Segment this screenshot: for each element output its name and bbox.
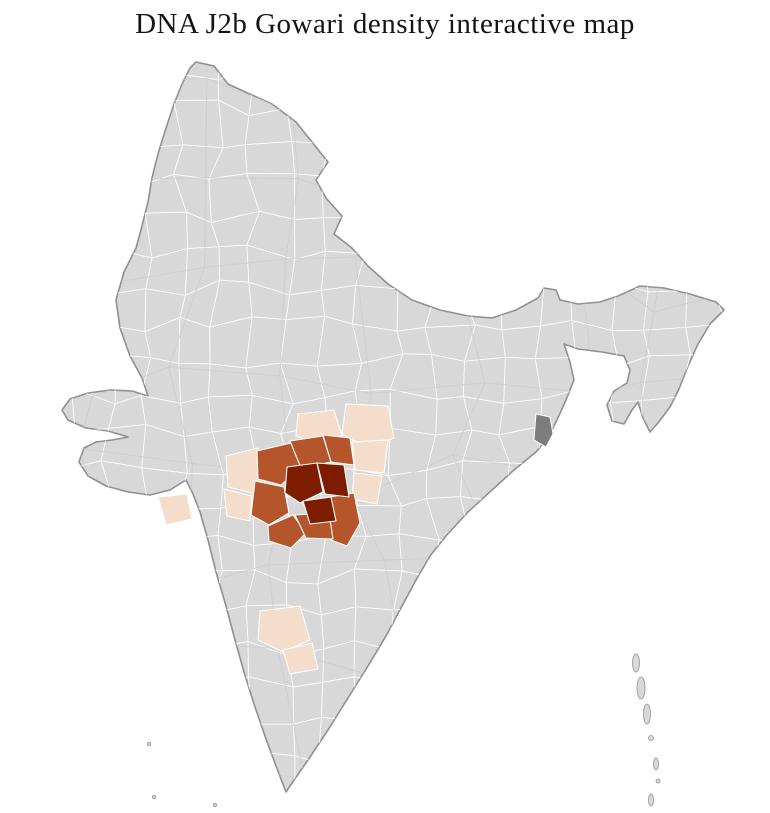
lakshadweep-islands[interactable] <box>146 742 217 808</box>
island[interactable] <box>632 653 640 673</box>
district-low-density[interactable] <box>282 642 319 675</box>
andaman-nicobar-islands[interactable] <box>632 653 661 807</box>
island[interactable] <box>655 778 661 784</box>
district-med-density[interactable] <box>322 434 355 466</box>
island[interactable] <box>636 676 646 700</box>
district-border-line <box>62 171 724 188</box>
state-border-line <box>108 731 724 788</box>
density-districts[interactable] <box>157 403 395 675</box>
district-low-density[interactable] <box>223 488 253 522</box>
district-border-line <box>750 30 764 794</box>
district-high-density[interactable] <box>316 462 350 498</box>
map-title: DNA J2b Gowari density interactive map <box>135 8 635 40</box>
district-border-line <box>62 136 724 153</box>
district-border-line <box>712 62 724 792</box>
state-border-line <box>755 83 770 784</box>
district-low-density[interactable] <box>257 605 311 653</box>
dark-district[interactable] <box>533 413 554 448</box>
district-low-density[interactable] <box>351 472 383 505</box>
island[interactable] <box>653 757 659 771</box>
state-border-line <box>91 366 724 398</box>
district-border-line <box>62 99 724 117</box>
india-outline[interactable] <box>61 61 725 793</box>
island[interactable] <box>146 742 151 747</box>
district-med-density[interactable] <box>267 514 307 549</box>
district-border-line <box>62 63 724 81</box>
district-high-density[interactable] <box>284 462 324 504</box>
district-border-line <box>62 639 724 657</box>
district-border-line <box>62 676 724 693</box>
district-low-density[interactable] <box>157 493 193 526</box>
district-low-density[interactable] <box>351 439 389 474</box>
district-border-line <box>244 62 260 788</box>
island[interactable] <box>643 703 651 725</box>
district-border-line <box>62 784 724 792</box>
island[interactable] <box>151 795 156 800</box>
island[interactable] <box>648 735 654 741</box>
state-border-line <box>111 640 724 693</box>
state-border-line <box>72 83 117 787</box>
district-med-density[interactable] <box>250 480 290 526</box>
island[interactable] <box>648 793 654 807</box>
island[interactable] <box>212 803 217 808</box>
district-border-line <box>29 33 42 794</box>
district-border-line <box>570 62 583 792</box>
district-high-density[interactable] <box>302 496 337 525</box>
district-border-line <box>678 62 692 790</box>
